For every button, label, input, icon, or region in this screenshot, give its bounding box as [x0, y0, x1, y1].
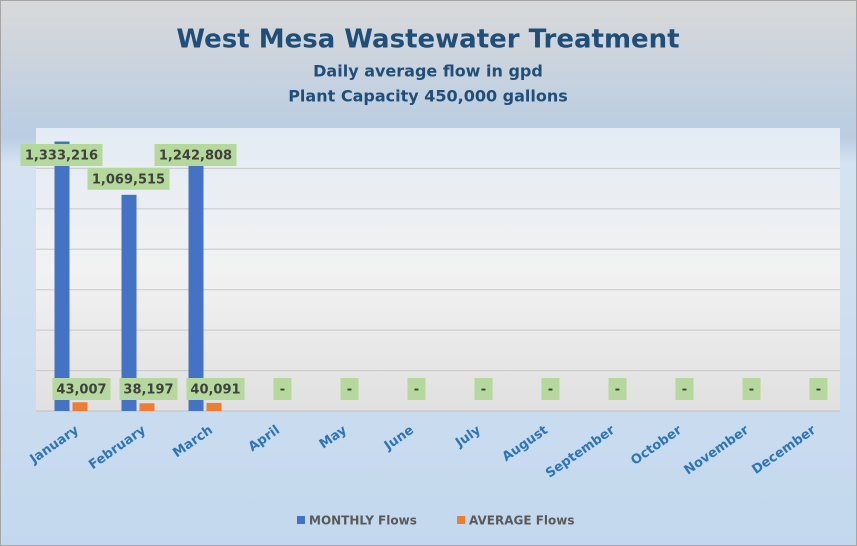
- data-label-box: [154, 144, 237, 166]
- data-label: -: [414, 383, 419, 398]
- data-label: 38,197: [123, 383, 173, 398]
- data-label: -: [481, 383, 486, 398]
- subtitle: Plant Capacity 450,000 gallons: [288, 87, 568, 106]
- legend-label: AVERAGE Flows: [469, 514, 575, 528]
- plot-area: [36, 128, 840, 411]
- legend-swatch: [457, 516, 465, 524]
- bar: [206, 402, 222, 411]
- data-label-box: [608, 378, 627, 400]
- data-label: 1,242,808: [159, 149, 232, 164]
- data-label: 40,091: [190, 383, 240, 398]
- bar: [139, 403, 155, 411]
- bar: [72, 402, 88, 411]
- data-label: -: [280, 383, 285, 398]
- data-label-box: [52, 378, 111, 400]
- data-label: -: [682, 383, 687, 398]
- data-label-box: [474, 378, 493, 400]
- data-label-box: [340, 378, 359, 400]
- data-label: -: [347, 383, 352, 398]
- data-label-box: [675, 378, 694, 400]
- bar: [121, 194, 137, 411]
- data-label-box: [20, 144, 103, 166]
- data-label-box: [87, 167, 170, 190]
- data-label-box: [809, 378, 828, 400]
- data-label-box: [119, 378, 178, 400]
- legend-label: MONTHLY Flows: [309, 514, 417, 528]
- data-label: 1,333,216: [25, 149, 98, 164]
- data-label: -: [816, 383, 821, 398]
- chart-title: West Mesa Wastewater Treatment: [176, 25, 679, 55]
- data-label: -: [749, 383, 754, 398]
- data-label-box: [407, 378, 426, 400]
- data-label: 1,069,515: [92, 172, 165, 187]
- bar: [188, 159, 204, 411]
- legend-swatch: [297, 516, 305, 524]
- data-label: -: [548, 383, 553, 398]
- data-label: 43,007: [56, 383, 106, 398]
- data-label-box: [273, 378, 292, 400]
- data-label-box: [541, 378, 560, 400]
- bar: [54, 141, 70, 411]
- subtitle: Daily average flow in gpd: [313, 62, 543, 81]
- data-label: -: [615, 383, 620, 398]
- data-label-box: [742, 378, 761, 400]
- data-label-box: [186, 378, 245, 400]
